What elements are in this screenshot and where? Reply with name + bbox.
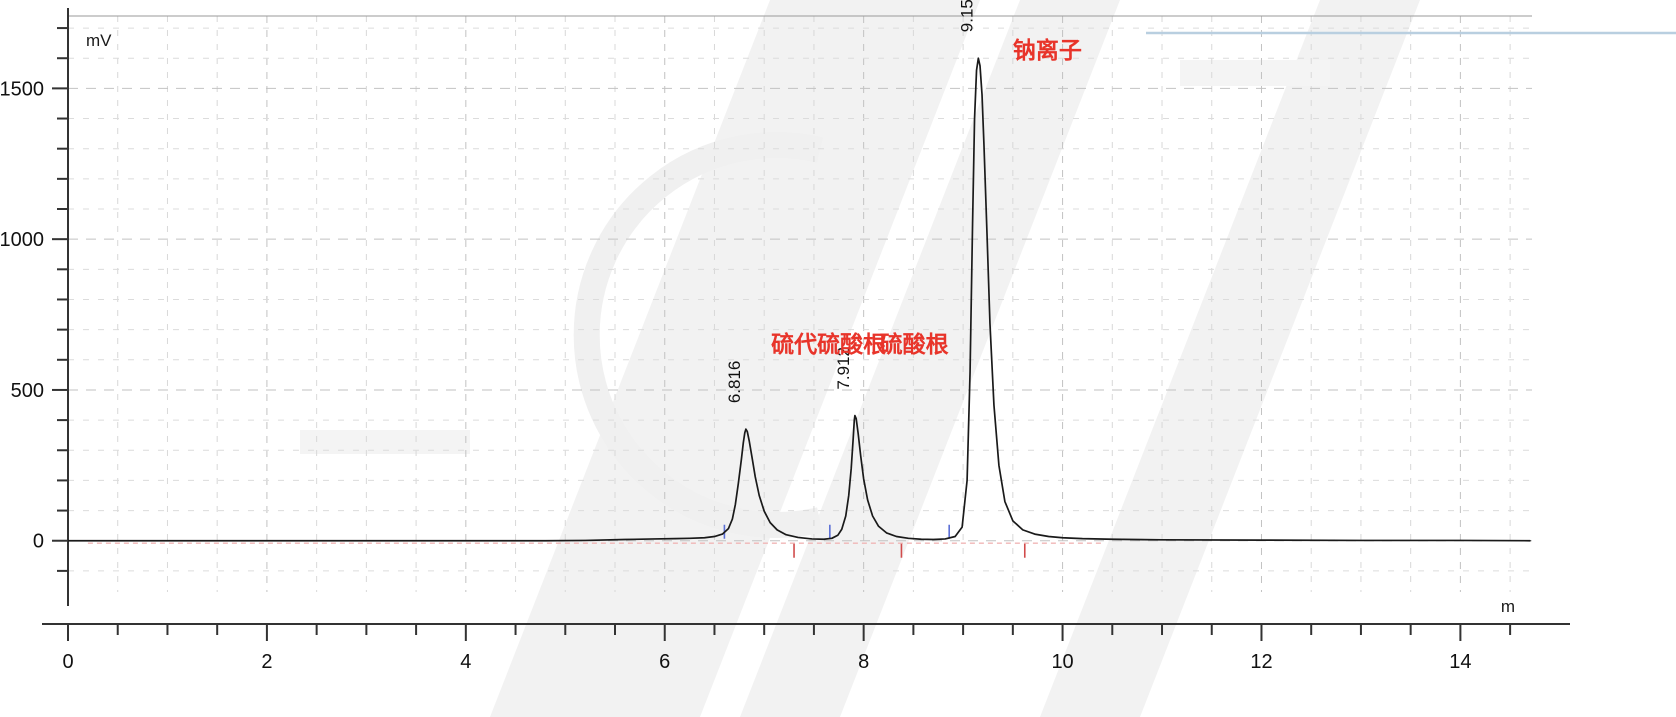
y-tick-label: 1500 [0, 78, 44, 100]
y-tick-label: 500 [11, 380, 44, 402]
x-axis-unit-label: m [1501, 597, 1515, 616]
x-tick-label: 0 [62, 651, 73, 673]
peak-retention-time-label: 6.816 [725, 361, 744, 404]
x-tick-label: 14 [1449, 651, 1471, 673]
x-tick-label: 12 [1250, 651, 1272, 673]
y-tick-label: 0 [33, 531, 44, 553]
peak-compound-annotation: 硫酸根 [880, 331, 949, 358]
x-tick-label: 8 [858, 651, 869, 673]
y-tick-label: 1000 [0, 229, 44, 251]
peak-compound-annotation: 硫代硫酸根 [771, 331, 886, 358]
y-axis-unit-label: mV [86, 31, 112, 50]
x-tick-label: 2 [261, 651, 272, 673]
integration-markers [723, 524, 1026, 558]
grid-lines [67, 16, 1532, 592]
x-axis: 0 2 4 6 8 10 12 14 [42, 623, 1570, 673]
peak-compound-annotation: 钠离子 [1013, 37, 1082, 64]
y-axis: 0 500 1000 1500 [0, 8, 69, 606]
x-tick-label: 6 [659, 651, 670, 673]
peak-retention-time-label: 9.153 [957, 0, 976, 32]
x-tick-label: 4 [460, 651, 471, 673]
x-tick-label: 10 [1051, 651, 1073, 673]
